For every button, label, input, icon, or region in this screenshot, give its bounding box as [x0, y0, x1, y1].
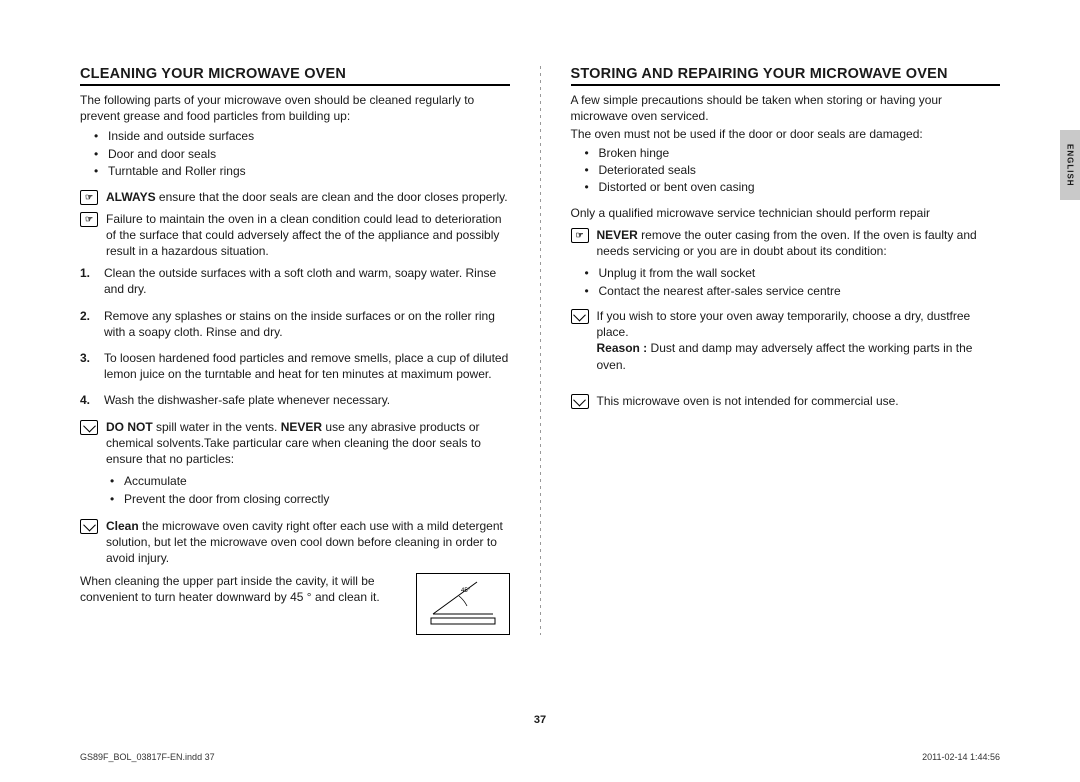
list-item: Unplug it from the wall socket [599, 265, 1001, 282]
hand-icon: ☞ [80, 190, 98, 205]
manual-page: ENGLISH CLEANING YOUR MICROWAVE OVEN The… [0, 0, 1080, 782]
left-column: CLEANING YOUR MICROWAVE OVEN The followi… [80, 66, 510, 635]
bold-text: Clean [106, 519, 139, 533]
page-number: 37 [0, 714, 1080, 726]
list-item: Accumulate [124, 473, 510, 490]
right-heading: STORING AND REPAIRING YOUR MICROWAVE OVE… [571, 66, 1001, 86]
pencil-icon [571, 309, 589, 324]
note-clean: Clean the microwave oven cavity right of… [80, 518, 510, 567]
heater-tilt-diagram: 45° [416, 573, 510, 635]
note-always: ☞ ALWAYS ensure that the door seals are … [80, 189, 510, 205]
list-item: Inside and outside surfaces [108, 128, 510, 145]
language-tab: ENGLISH [1060, 130, 1080, 200]
right-p1: A few simple precautions should be taken… [571, 92, 1001, 124]
left-intro: The following parts of your microwave ov… [80, 92, 510, 124]
step-number: 4. [80, 392, 98, 408]
right-p3: Only a qualified microwave service techn… [571, 205, 1001, 221]
step-text: To loosen hardened food particles and re… [104, 350, 510, 382]
pencil-icon [80, 420, 98, 435]
note-store: If you wish to store your oven away temp… [571, 308, 1001, 373]
step-item: 1.Clean the outside surfaces with a soft… [80, 265, 510, 297]
note-text: If you wish to store your oven away temp… [597, 309, 971, 339]
bold-text: NEVER [281, 420, 322, 434]
bold-text: ALWAYS [106, 190, 156, 204]
note-text: ensure that the door seals are clean and… [156, 190, 508, 204]
step-number: 3. [80, 350, 98, 382]
tilt-text: When cleaning the upper part inside the … [80, 573, 404, 605]
list-item: Turntable and Roller rings [108, 163, 510, 180]
footer-timestamp: 2011-02-14 1:44:56 [922, 752, 1000, 762]
step-item: 3.To loosen hardened food particles and … [80, 350, 510, 382]
angle-label: 45° [461, 588, 471, 594]
note-text: Dust and damp may adversely affect the w… [597, 341, 973, 371]
step-number: 1. [80, 265, 98, 297]
hand-icon: ☞ [80, 212, 98, 227]
note-body: ALWAYS ensure that the door seals are cl… [106, 189, 510, 205]
language-tab-label: ENGLISH [1066, 144, 1075, 187]
note-body: DO NOT spill water in the vents. NEVER u… [106, 419, 510, 512]
footer-file: GS89F_BOL_03817F-EN.indd 37 [80, 752, 215, 762]
two-column-layout: CLEANING YOUR MICROWAVE OVEN The followi… [80, 66, 1000, 635]
note-body: If you wish to store your oven away temp… [597, 308, 1001, 373]
list-item: Deteriorated seals [599, 162, 1001, 179]
note-text: spill water in the vents. [153, 420, 281, 434]
pencil-icon [571, 394, 589, 409]
note-body: Clean the microwave oven cavity right of… [106, 518, 510, 567]
tilt-svg: 45° [417, 574, 509, 634]
note-body: This microwave oven is not intended for … [597, 393, 1001, 409]
left-heading: CLEANING YOUR MICROWAVE OVEN [80, 66, 510, 86]
note-body: Failure to maintain the oven in a clean … [106, 211, 510, 260]
cleaning-steps: 1.Clean the outside surfaces with a soft… [80, 265, 510, 408]
bold-text: NEVER [597, 228, 638, 242]
note-never: ☞ NEVER remove the outer casing from the… [571, 227, 1001, 259]
list-item: Prevent the door from closing correctly [124, 491, 510, 508]
left-bullets-1: Inside and outside surfaces Door and doo… [80, 128, 510, 180]
list-item: Door and door seals [108, 146, 510, 163]
note-donot: DO NOT spill water in the vents. NEVER u… [80, 419, 510, 512]
right-bullets-2: Unplug it from the wall socket Contact t… [571, 265, 1001, 300]
right-column: STORING AND REPAIRING YOUR MICROWAVE OVE… [571, 66, 1001, 635]
sub-bullets: Accumulate Prevent the door from closing… [106, 473, 510, 508]
right-bullets-1: Broken hinge Deteriorated seals Distorte… [571, 145, 1001, 197]
tilt-row: When cleaning the upper part inside the … [80, 573, 510, 635]
step-text: Remove any splashes or stains on the ins… [104, 308, 510, 340]
list-item: Distorted or bent oven casing [599, 179, 1001, 196]
note-commercial: This microwave oven is not intended for … [571, 393, 1001, 409]
note-body: NEVER remove the outer casing from the o… [597, 227, 1001, 259]
list-item: Contact the nearest after-sales service … [599, 283, 1001, 300]
bold-text: Reason : [597, 341, 648, 355]
right-p2: The oven must not be used if the door or… [571, 126, 1001, 142]
note-failure: ☞ Failure to maintain the oven in a clea… [80, 211, 510, 260]
step-item: 2.Remove any splashes or stains on the i… [80, 308, 510, 340]
list-item: Broken hinge [599, 145, 1001, 162]
column-divider [540, 66, 541, 635]
bold-text: DO NOT [106, 420, 153, 434]
note-text: remove the outer casing from the oven. I… [597, 228, 977, 258]
step-text: Wash the dishwasher-safe plate whenever … [104, 392, 390, 408]
pencil-icon [80, 519, 98, 534]
note-text: the microwave oven cavity right ofter ea… [106, 519, 503, 565]
step-text: Clean the outside surfaces with a soft c… [104, 265, 510, 297]
step-number: 2. [80, 308, 98, 340]
step-item: 4. Wash the dishwasher-safe plate wheneve… [80, 392, 510, 408]
hand-icon: ☞ [571, 228, 589, 243]
footer: GS89F_BOL_03817F-EN.indd 37 2011-02-14 1… [80, 752, 1000, 762]
